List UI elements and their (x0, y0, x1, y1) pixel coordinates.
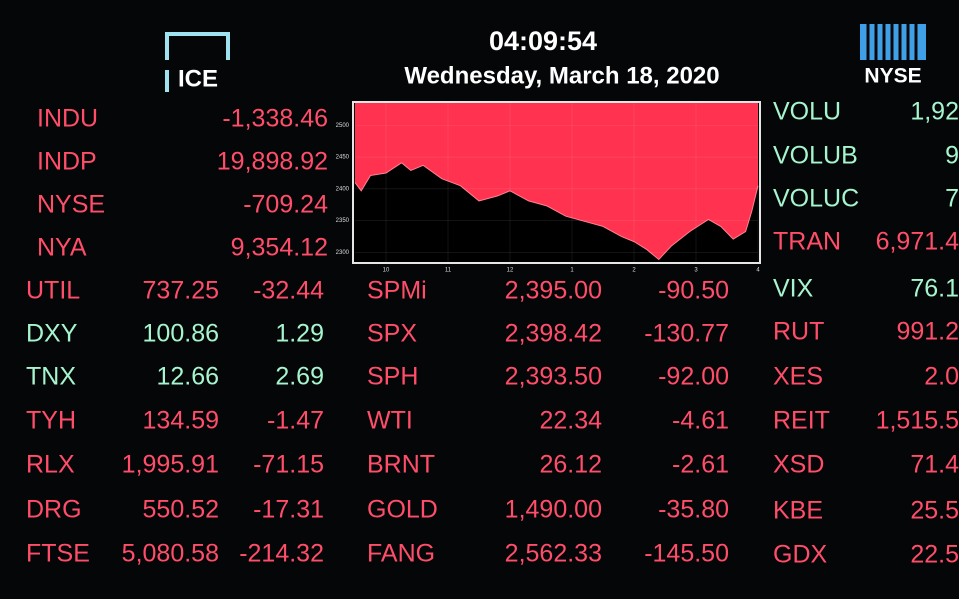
value: 19,898.92 (217, 148, 328, 176)
symbol: VOLUB (773, 142, 858, 170)
symbol: TRAN (773, 228, 841, 256)
change: -35.80 (658, 496, 729, 524)
change: 1.29 (275, 320, 324, 348)
symbol: VIX (773, 275, 814, 303)
value: 9 (945, 142, 959, 170)
last: 26.12 (539, 451, 602, 479)
symbol: VOLUC (773, 185, 859, 213)
symbol: GOLD (367, 496, 438, 524)
symbol: VOLU (773, 98, 841, 126)
y-tick-label: 2450 (336, 155, 350, 161)
change: -1.47 (267, 407, 324, 435)
last: 1,995.91 (122, 451, 219, 479)
value: -1,338.46 (222, 105, 328, 133)
value: 991.2 (896, 318, 959, 346)
change: -92.00 (658, 363, 729, 391)
symbol: WTI (367, 407, 413, 435)
symbol: SPMi (367, 277, 427, 305)
value: 71.4 (910, 451, 959, 479)
value: 25.5 (910, 497, 959, 525)
change: 2.69 (275, 363, 324, 391)
y-tick-label: 2400 (336, 186, 350, 192)
change: -17.31 (253, 496, 324, 524)
symbol: FANG (367, 540, 435, 568)
last: 1,490.00 (505, 496, 602, 524)
y-tick-label: 2500 (336, 123, 350, 129)
nyse-logo: NYSE (860, 24, 926, 88)
symbol: INDU (37, 105, 98, 133)
value: 9,354.12 (231, 234, 328, 262)
last: 2,562.33 (505, 540, 602, 568)
x-tick-label: 4 (756, 268, 760, 274)
change: -130.77 (644, 320, 729, 348)
x-tick-label: 1 (570, 268, 574, 274)
x-tick-label: 11 (445, 268, 452, 274)
change: -90.50 (658, 277, 729, 305)
value: 1,515.5 (876, 407, 959, 435)
last: 2,398.42 (505, 320, 602, 348)
symbol: DXY (26, 320, 78, 348)
x-tick-label: 10 (383, 268, 390, 274)
last: 22.34 (539, 407, 602, 435)
change: -32.44 (253, 277, 324, 305)
symbol: NYA (37, 234, 87, 262)
clock: 04:09:54 (489, 26, 597, 56)
symbol: GDX (773, 541, 828, 569)
symbol: SPX (367, 320, 417, 348)
value: 2.0 (924, 363, 959, 391)
last: 550.52 (143, 496, 219, 524)
symbol: FTSE (26, 540, 90, 568)
symbol: XES (773, 363, 823, 391)
symbol: UTIL (26, 277, 80, 305)
logo-text: ICE (178, 65, 218, 92)
value: -709.24 (243, 191, 328, 219)
symbol: DRG (26, 496, 82, 524)
symbol: SPH (367, 363, 418, 391)
change: -145.50 (644, 540, 729, 568)
ice-logo: ICE (165, 32, 230, 92)
symbol: TNX (26, 363, 76, 391)
change: -214.32 (239, 540, 324, 568)
symbol: XSD (773, 451, 824, 479)
area (355, 103, 758, 260)
x-tick-label: 12 (507, 268, 514, 274)
value: 1,92 (910, 98, 959, 126)
quotes: INDU -1,338.46 INDP 19,898.92 NYSE -709.24 NYA… (26, 98, 959, 569)
symbol: BRNT (367, 451, 435, 479)
value: 7 (945, 185, 959, 213)
last: 2,395.00 (505, 277, 602, 305)
y-tick-label: 2300 (336, 250, 350, 256)
value: 76.1 (910, 275, 959, 303)
last: 2,393.50 (505, 363, 602, 391)
last: 100.86 (143, 320, 219, 348)
symbol: REIT (773, 407, 830, 435)
x-tick-label: 2 (632, 268, 636, 274)
symbol: INDP (37, 148, 97, 176)
change: -4.61 (672, 407, 729, 435)
last: 5,080.58 (122, 540, 219, 568)
change: -71.15 (253, 451, 324, 479)
change: -2.61 (672, 451, 729, 479)
y-tick-label: 2350 (336, 218, 350, 224)
line (354, 162, 759, 261)
symbol: TYH (26, 407, 76, 435)
value: 22.5 (910, 541, 959, 569)
date: Wednesday, March 18, 2020 (404, 62, 719, 89)
last: 12.66 (156, 363, 219, 391)
symbol: NYSE (37, 191, 105, 219)
symbol: KBE (773, 497, 823, 525)
x-tick-label: 3 (694, 268, 698, 274)
last: 134.59 (143, 407, 219, 435)
symbol: RUT (773, 318, 824, 346)
last: 737.25 (143, 277, 219, 305)
value: 6,971.4 (876, 228, 959, 256)
logo-text: NYSE (864, 65, 921, 88)
symbol: RLX (26, 451, 75, 479)
